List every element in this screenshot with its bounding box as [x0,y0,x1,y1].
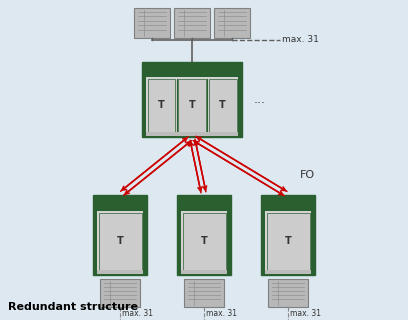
Text: ...: ... [254,93,266,106]
Text: max. 31: max. 31 [122,309,153,318]
Bar [266,213,310,271]
Text: max. 31: max. 31 [282,36,319,44]
Bar [181,211,227,271]
Text: T: T [158,100,165,110]
Bar [209,79,237,133]
Bar [174,8,210,38]
Bar [177,195,231,275]
Text: T: T [285,236,291,246]
Bar [265,211,311,271]
Bar [261,195,315,275]
Bar [146,77,238,133]
Text: FO: FO [300,170,315,180]
Text: max. 31: max. 31 [206,309,237,318]
Bar [148,79,175,133]
Text: T: T [117,236,123,246]
Bar [98,213,142,271]
Bar [182,213,226,271]
Bar [178,79,206,133]
Bar [97,270,143,274]
Bar [214,8,250,38]
Text: max. 31: max. 31 [290,309,321,318]
Bar [184,279,224,307]
Bar [268,279,308,307]
Bar [181,270,227,274]
Bar [146,132,238,136]
Text: T: T [188,100,195,110]
Text: T: T [201,236,207,246]
Bar [142,62,242,137]
Bar [93,195,147,275]
Bar [100,279,140,307]
Bar [97,211,143,271]
Text: T: T [219,100,226,110]
Bar [265,270,311,274]
Bar [134,8,170,38]
Text: Redundant structure: Redundant structure [8,302,138,312]
